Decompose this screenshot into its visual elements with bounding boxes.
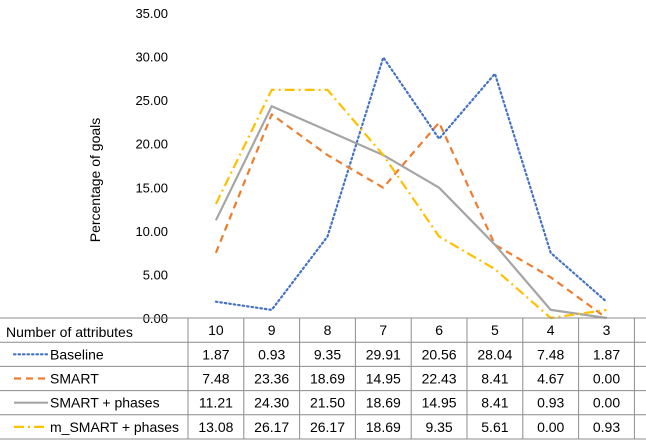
table-cell: 13.08: [198, 419, 233, 435]
table-cell: 11.21: [199, 395, 233, 411]
table-cell: 9.35: [425, 419, 452, 435]
series-line-1: [214, 113, 608, 319]
table-cell: 7.48: [537, 346, 564, 362]
table-cell: 9.35: [314, 346, 341, 362]
table-cell: 22.43: [422, 371, 457, 387]
x-category-label: 3: [603, 322, 611, 338]
table-cell: 18.69: [366, 419, 401, 435]
table-cell: 7.48: [202, 371, 229, 387]
table-cell: 4.67: [537, 371, 564, 387]
table-cell: 20.56: [422, 346, 457, 362]
y-tick-label: 20.00: [135, 137, 168, 152]
table-cell: 29.91: [366, 346, 401, 362]
table-cell: 26.17: [310, 419, 345, 435]
table-cell: 14.95: [366, 371, 401, 387]
table-cell: 24.30: [254, 395, 289, 411]
table-cell: 8.41: [481, 371, 508, 387]
x-axis-label: Number of attributes: [6, 324, 133, 340]
table-cell: 28.04: [477, 346, 512, 362]
series-line-3: [214, 88, 607, 320]
x-category-label: 10: [208, 322, 224, 338]
y-tick-label: 25.00: [135, 93, 168, 108]
y-tick-label: 10.00: [135, 224, 168, 239]
y-tick-label: 15.00: [135, 180, 168, 195]
legend-label-3: m_SMART + phases: [50, 419, 179, 435]
table-cell: 18.69: [310, 371, 345, 387]
table-cell: 0.93: [593, 419, 620, 435]
legend-label-0: Baseline: [50, 346, 104, 362]
table-cell: 18.69: [366, 395, 401, 411]
x-category-label: 7: [379, 322, 387, 338]
table-cell: 0.00: [537, 419, 564, 435]
y-tick-label: 30.00: [135, 50, 168, 65]
y-tick-label: 35.00: [135, 6, 168, 21]
table-cell: 0.93: [537, 395, 564, 411]
table-cell: 1.87: [593, 346, 620, 362]
y-axis-label: Percentage of goals: [87, 118, 103, 243]
table-cell: 21.50: [310, 395, 345, 411]
legend-label-1: SMART: [50, 371, 99, 387]
table-cell: 26.17: [254, 419, 289, 435]
x-category-label: 6: [435, 322, 443, 338]
table-cell: 5.61: [481, 419, 508, 435]
table-cell: 14.95: [422, 395, 457, 411]
x-category-label: 4: [547, 322, 555, 338]
x-category-label: 9: [268, 322, 276, 338]
table-cell: 8.41: [481, 395, 508, 411]
table-cell: 1.87: [202, 346, 229, 362]
x-category-label: 8: [324, 322, 332, 338]
table-cell: 0.93: [258, 346, 285, 362]
table-cell: 0.00: [593, 395, 620, 411]
series-line-2: [214, 105, 607, 320]
series-line-0: [214, 56, 608, 311]
y-tick-label: 5.00: [143, 267, 168, 282]
x-category-label: 5: [491, 322, 499, 338]
table-cell: 23.36: [254, 371, 289, 387]
table-cell: 0.00: [593, 371, 620, 387]
legend-label-2: SMART + phases: [50, 395, 160, 411]
